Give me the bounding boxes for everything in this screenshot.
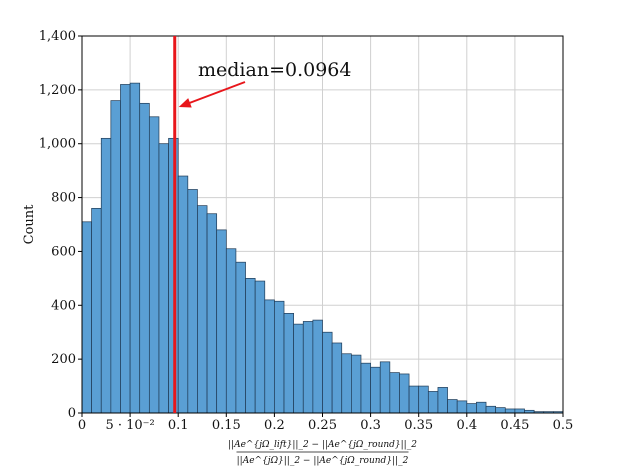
histogram-bar	[504, 408, 516, 414]
median-annotation: median=0.0964	[198, 59, 351, 81]
histogram-bar	[148, 116, 160, 414]
x-tick-label: 0	[78, 418, 86, 433]
histogram-bar	[389, 372, 400, 414]
histogram-bar	[235, 261, 246, 414]
x-tick-label: 0.45	[500, 418, 529, 433]
median-arrow	[186, 81, 246, 105]
histogram-bar	[110, 100, 121, 414]
histogram-bar	[225, 248, 237, 414]
histogram-bar	[206, 213, 218, 414]
y-axis-label: Count	[22, 204, 37, 245]
y-tick-label: 200	[51, 352, 76, 367]
x-tick-label: 0.3	[360, 418, 381, 433]
histogram-bar	[360, 362, 371, 414]
histogram-bar	[466, 403, 477, 414]
histogram-bar	[216, 229, 227, 414]
histogram-bar	[312, 319, 323, 414]
histogram-bar	[120, 84, 131, 414]
x-axis-label-denominator: ||Ae^{jΩ}||_2 − ||Ae^{jΩ_round}||_2	[237, 456, 409, 466]
y-tick-label: 1,200	[39, 83, 76, 98]
histogram-bar	[341, 353, 352, 414]
x-tick-label: 0.2	[264, 418, 285, 433]
histogram-bar	[427, 391, 439, 414]
histogram-bar	[177, 175, 189, 414]
histogram-bar	[139, 102, 150, 414]
x-ticks: 0 5 · 10⁻² 0.1 0.15 0.2 0.25 0.3 0.35 0.4 0.45 0.5	[78, 413, 573, 433]
histogram-bars	[81, 82, 564, 414]
histogram-bar	[418, 385, 429, 414]
x-tick-label: 0.4	[456, 418, 477, 433]
histogram-bar	[447, 399, 458, 414]
histogram-bar	[495, 407, 506, 414]
y-ticks: 0 200 400 600 800 1,000 1,200 1,400	[39, 29, 82, 421]
x-axis-label-numerator: ||Ae^{jΩ_lift}||_2 − ||Ae^{jΩ_round}||_2	[228, 440, 417, 450]
histogram-bar	[245, 278, 256, 414]
histogram-bar	[100, 137, 112, 414]
histogram-bar	[351, 354, 362, 414]
histogram-bar	[379, 361, 391, 414]
x-tick-label: 0.15	[212, 418, 241, 433]
histogram-bar	[302, 321, 314, 414]
histogram-bar	[264, 299, 275, 414]
x-tick-label: 0.1	[168, 418, 189, 433]
histogram-bar	[476, 401, 487, 414]
histogram-bar	[322, 331, 333, 414]
histogram-bar	[456, 400, 468, 414]
histogram-bar	[485, 405, 497, 414]
x-tick-label: 0.5	[553, 418, 574, 433]
x-tick-label: 5 · 10⁻²	[105, 418, 154, 433]
histogram-bar	[399, 373, 410, 414]
histogram-bar	[274, 300, 285, 414]
histogram-bar	[514, 408, 525, 414]
y-tick-label: 1,000	[39, 137, 76, 152]
histogram-bar	[408, 385, 420, 414]
histogram-bar	[254, 280, 266, 414]
histogram-bar	[293, 323, 304, 414]
histogram-bar	[91, 207, 102, 414]
histogram-bar	[370, 366, 381, 414]
median-arrowhead	[178, 98, 192, 108]
histogram-bar	[283, 313, 294, 414]
y-tick-label: 600	[51, 244, 76, 259]
x-tick-label: 0.25	[308, 418, 337, 433]
histogram-bar	[331, 342, 343, 414]
y-tick-label: 800	[51, 191, 76, 206]
y-tick-label: 0	[68, 406, 76, 421]
y-tick-label: 1,400	[39, 29, 76, 44]
histogram-bar	[197, 205, 208, 414]
histogram-bar	[437, 387, 448, 414]
histogram-bar	[187, 189, 198, 414]
histogram-bar	[129, 82, 141, 414]
histogram-bar	[158, 143, 169, 414]
y-tick-label: 400	[51, 298, 76, 313]
histogram-bar	[81, 221, 92, 414]
x-tick-label: 0.35	[404, 418, 433, 433]
